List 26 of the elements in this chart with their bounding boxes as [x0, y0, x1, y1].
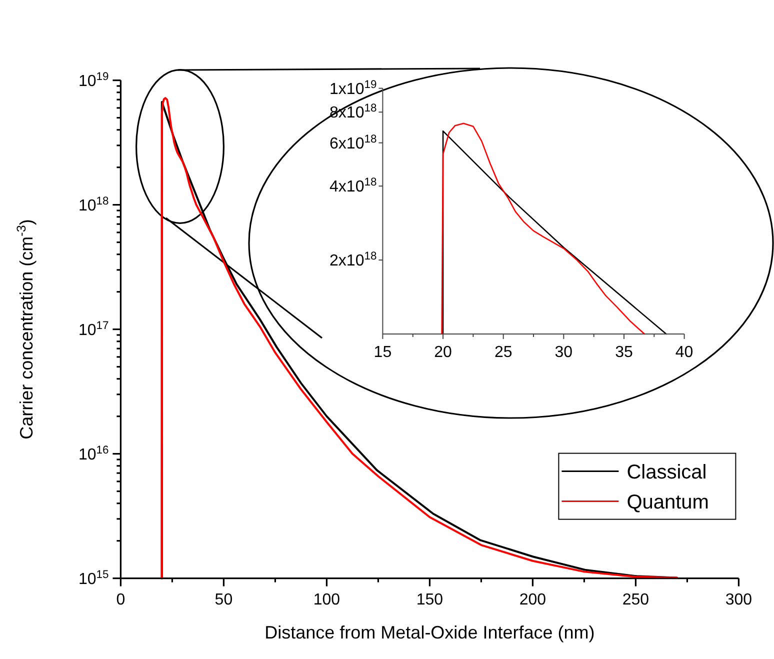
x-tick-label: 15	[374, 344, 392, 361]
y-tick-label: 10$^{17}$	[78, 320, 109, 339]
x-tick-label: 150	[416, 591, 444, 608]
y-tick-label: 10$^{16}$	[78, 444, 109, 464]
y-tick-label: 10$^{18}$	[78, 195, 109, 214]
y-tick-label: 2x10$^{18}$	[330, 250, 377, 270]
y-tick-label: 10$^{19}$	[78, 70, 109, 90]
y-tick-label: 1x10$^{19}$	[330, 78, 377, 98]
y-tick-label: 4x10$^{18}$	[330, 176, 377, 196]
x-tick-label: 40	[675, 344, 694, 361]
y-tick-label: 6x10$^{18}$	[330, 133, 377, 152]
y-tick-label: 10$^{15}$	[78, 568, 109, 588]
x-tick-label: 35	[615, 344, 633, 361]
x-tick-label: 25	[494, 344, 512, 361]
x-tick-label: 250	[622, 591, 650, 608]
y-tick-label: 8x10$^{18}$	[330, 102, 377, 122]
x-tick-label: 0	[116, 591, 126, 608]
x-tick-label: 300	[725, 591, 752, 608]
x-tick-label: 30	[554, 344, 573, 361]
x-axis-title: Distance from Metal-Oxide Interface (nm)	[264, 622, 595, 642]
x-tick-label: 100	[313, 591, 340, 608]
legend-label: Classical	[626, 461, 707, 484]
x-tick-label: 50	[214, 591, 233, 608]
x-tick-label: 20	[434, 344, 452, 361]
x-tick-label: 200	[519, 591, 546, 608]
legend-label: Quantum	[626, 491, 709, 514]
